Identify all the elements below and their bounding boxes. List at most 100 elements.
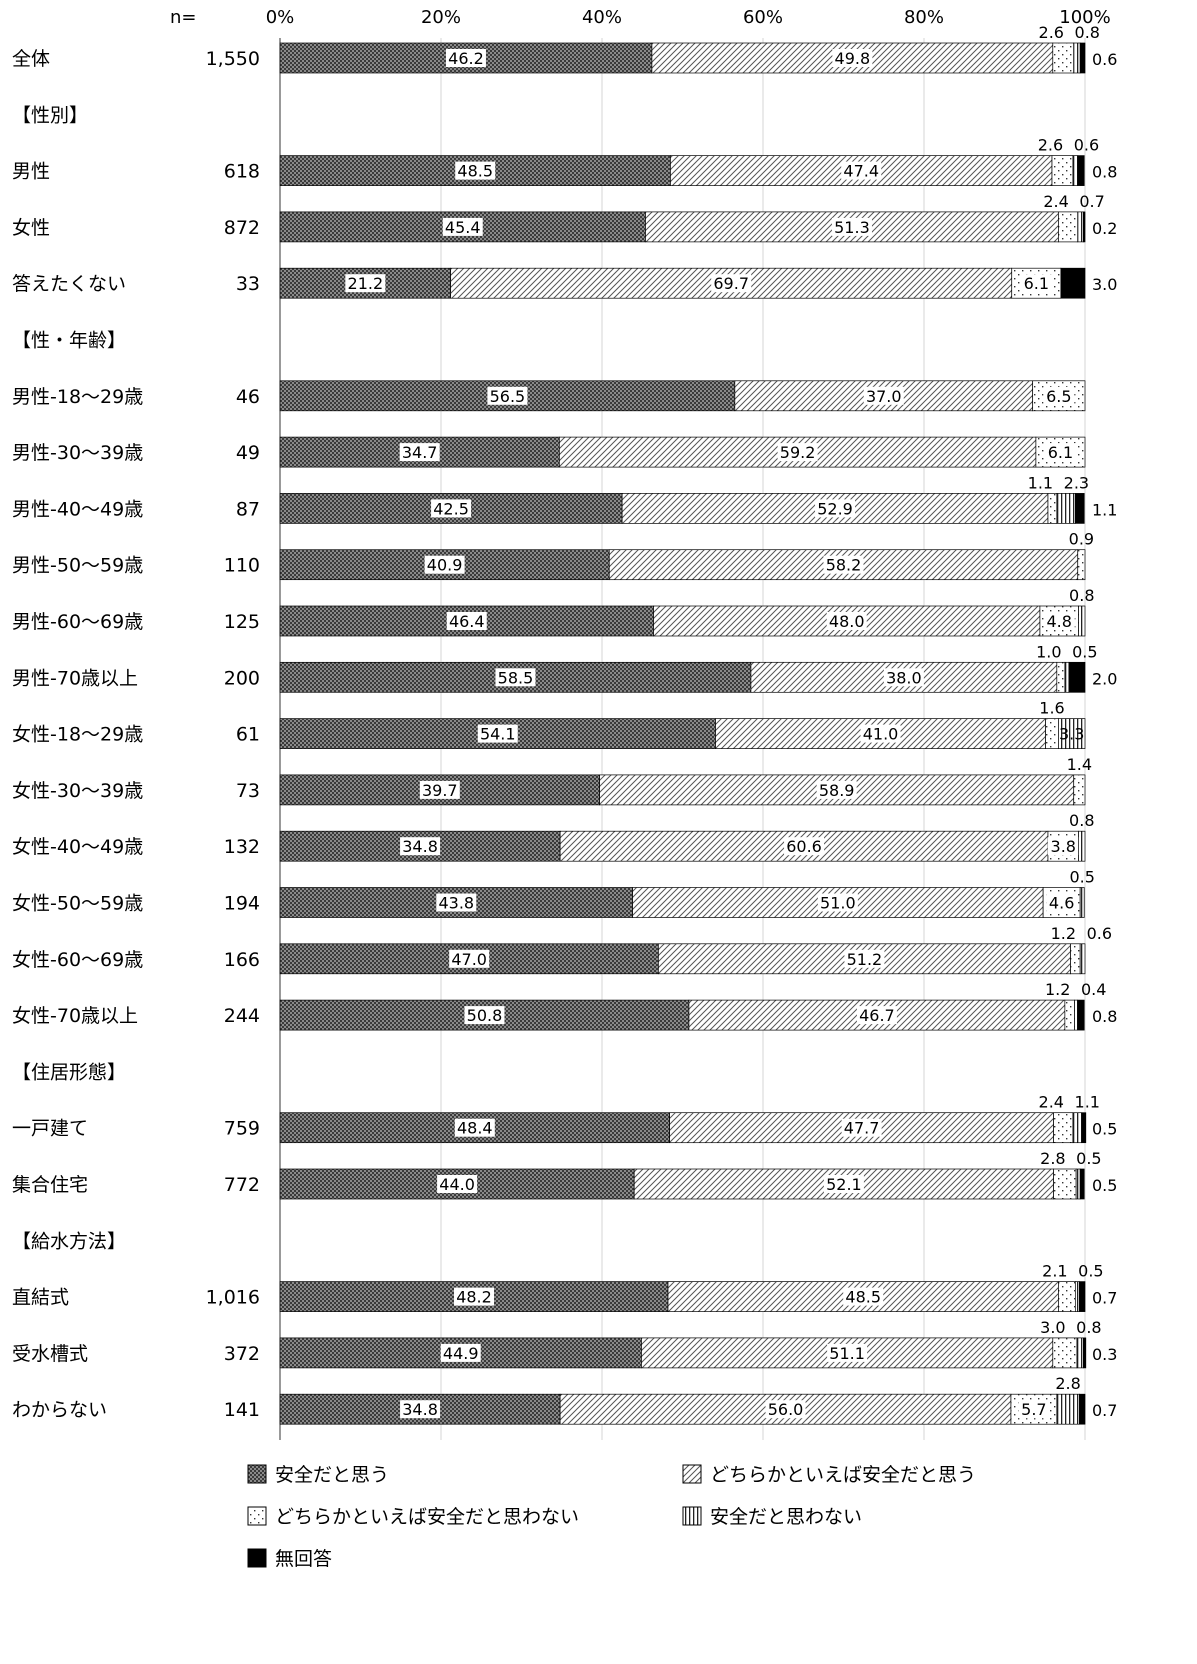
row-n: 141 (224, 1399, 260, 1421)
bar-segment (1060, 267, 1086, 299)
data-label-bg (832, 49, 873, 67)
row-n: 125 (224, 611, 260, 633)
legend-item: どちらかといえば安全だと思う (682, 1464, 976, 1486)
bar-segment (1078, 605, 1086, 637)
bar-segment (1079, 1393, 1086, 1425)
bar-segment (1077, 155, 1085, 186)
x-axis-ticks: 0% 20% 40% 60% 80% 100% n= (170, 7, 1111, 28)
data-label-bg (400, 1400, 441, 1419)
data-label: 0.7 (1092, 1289, 1117, 1308)
row-n: 872 (224, 217, 260, 239)
data-label: 0.2 (1092, 219, 1117, 238)
data-label-bg (831, 217, 872, 236)
bar-row: 女性-18～29歳 61 54.1 41.0 3.3 1.6 (12, 699, 1086, 749)
bar-segment (1081, 1112, 1087, 1144)
row-n: 194 (224, 893, 260, 915)
data-label: 0.5 (1069, 868, 1094, 887)
bar-segment (1053, 1112, 1074, 1144)
bar-segment (1074, 999, 1079, 1031)
data-label-bg (827, 1343, 868, 1362)
legend-swatch (682, 1464, 702, 1484)
data-label: 0.7 (1092, 1401, 1117, 1420)
data-label-bg (442, 217, 483, 236)
row-label: 女性-18～29歳 (12, 724, 143, 746)
data-label-bg (826, 612, 867, 630)
data-label-bg (841, 1118, 882, 1137)
data-label: 52.9 (817, 499, 853, 518)
data-label-bg (1047, 837, 1079, 856)
row-n: 772 (224, 1174, 260, 1196)
data-label: 1.6 (1039, 699, 1064, 718)
data-label-bg (843, 1287, 884, 1306)
data-label-bg (1020, 274, 1052, 293)
row-label: 男性-30～39歳 (12, 442, 143, 464)
data-label-bg (446, 612, 487, 630)
bar-segment (1064, 661, 1070, 693)
bar-segment (1058, 718, 1086, 749)
bar-row: 男性-50～59歳 110 40.9 58.2 0.9 (12, 530, 1094, 581)
row-n: 1,016 (206, 1287, 260, 1309)
data-label-bg (841, 161, 882, 180)
legend-swatch (682, 1506, 702, 1526)
x-tick-label: 0% (266, 7, 295, 28)
legend-label: 安全だと思わない (710, 1506, 862, 1528)
data-label: 46.4 (449, 612, 485, 631)
data-label: 46.2 (448, 49, 484, 68)
row-n: 372 (224, 1343, 260, 1365)
row-n: 1,550 (206, 48, 260, 70)
data-label: 60.6 (786, 837, 822, 856)
bar-segment (1076, 1337, 1084, 1369)
bar-segment (1047, 493, 1058, 524)
data-label-bg (815, 499, 856, 518)
data-label: 54.1 (480, 725, 516, 744)
data-label: 0.5 (1072, 642, 1097, 661)
data-label: 48.4 (457, 1119, 493, 1138)
bar-row: 女性-50～59歳 194 43.8 51.0 4.6 0.5 (12, 868, 1095, 918)
bar-segment (1079, 1168, 1085, 1200)
bar-segment (1058, 211, 1079, 243)
data-label: 0.8 (1075, 23, 1100, 42)
bar-row: 答えたくない 33 21.2 69.7 6.1 3.0 (12, 267, 1117, 299)
row-n: 49 (236, 442, 260, 464)
data-label: 2.6 (1038, 136, 1063, 155)
data-label-bg (487, 386, 528, 405)
bar-segment (1051, 155, 1074, 186)
data-label: 47.4 (843, 162, 879, 181)
data-label: 48.2 (456, 1288, 492, 1307)
data-label: 44.0 (439, 1175, 475, 1194)
data-label-bg (400, 837, 441, 856)
x-tick-label: 20% (421, 7, 461, 28)
section-heading: 【性・年齢】 (12, 330, 126, 352)
data-label-bg (477, 724, 518, 743)
data-label-bg (823, 1175, 864, 1193)
data-label: 1.1 (1075, 1093, 1100, 1112)
data-label-bg (445, 49, 486, 67)
bar-segment (1056, 661, 1066, 693)
data-label: 4.8 (1047, 612, 1072, 631)
bar-row: 直結式 1,016 48.2 48.5 2.1 0.5 0.7 (12, 1262, 1117, 1312)
row-label: 女性-30～39歳 (12, 780, 143, 802)
row-label: 受水槽式 (12, 1343, 88, 1365)
row-label: 全体 (12, 48, 50, 70)
data-label: 3.0 (1040, 1318, 1065, 1337)
data-label-bg (431, 499, 472, 518)
data-label-bg (449, 949, 490, 968)
data-label: 56.5 (490, 387, 526, 406)
bar-row: 女性 872 45.4 51.3 2.4 0.7 0.2 (12, 192, 1117, 243)
x-tick-label: 60% (743, 7, 783, 28)
bar-segment (1083, 211, 1086, 243)
bar-segment (1058, 1281, 1076, 1312)
row-label: 直結式 (12, 1287, 69, 1309)
data-label: 2.4 (1043, 192, 1068, 211)
data-label: 1.1 (1028, 473, 1053, 492)
bar-row: 男性-60～69歳 125 46.4 48.0 4.8 0.8 (12, 586, 1095, 637)
data-label-bg (860, 724, 901, 743)
row-n: 200 (224, 667, 260, 689)
row-label: 集合住宅 (12, 1174, 88, 1196)
data-label-bg (765, 1400, 806, 1419)
x-tick-label: 40% (582, 7, 622, 28)
chart-rows: 全体 1,550 46.2 49.8 2.6 0.8 0.6 【性別】男性 618 48.5 47.… (12, 23, 1117, 1425)
data-label-bg (856, 1006, 897, 1025)
data-label-bg (817, 893, 858, 912)
